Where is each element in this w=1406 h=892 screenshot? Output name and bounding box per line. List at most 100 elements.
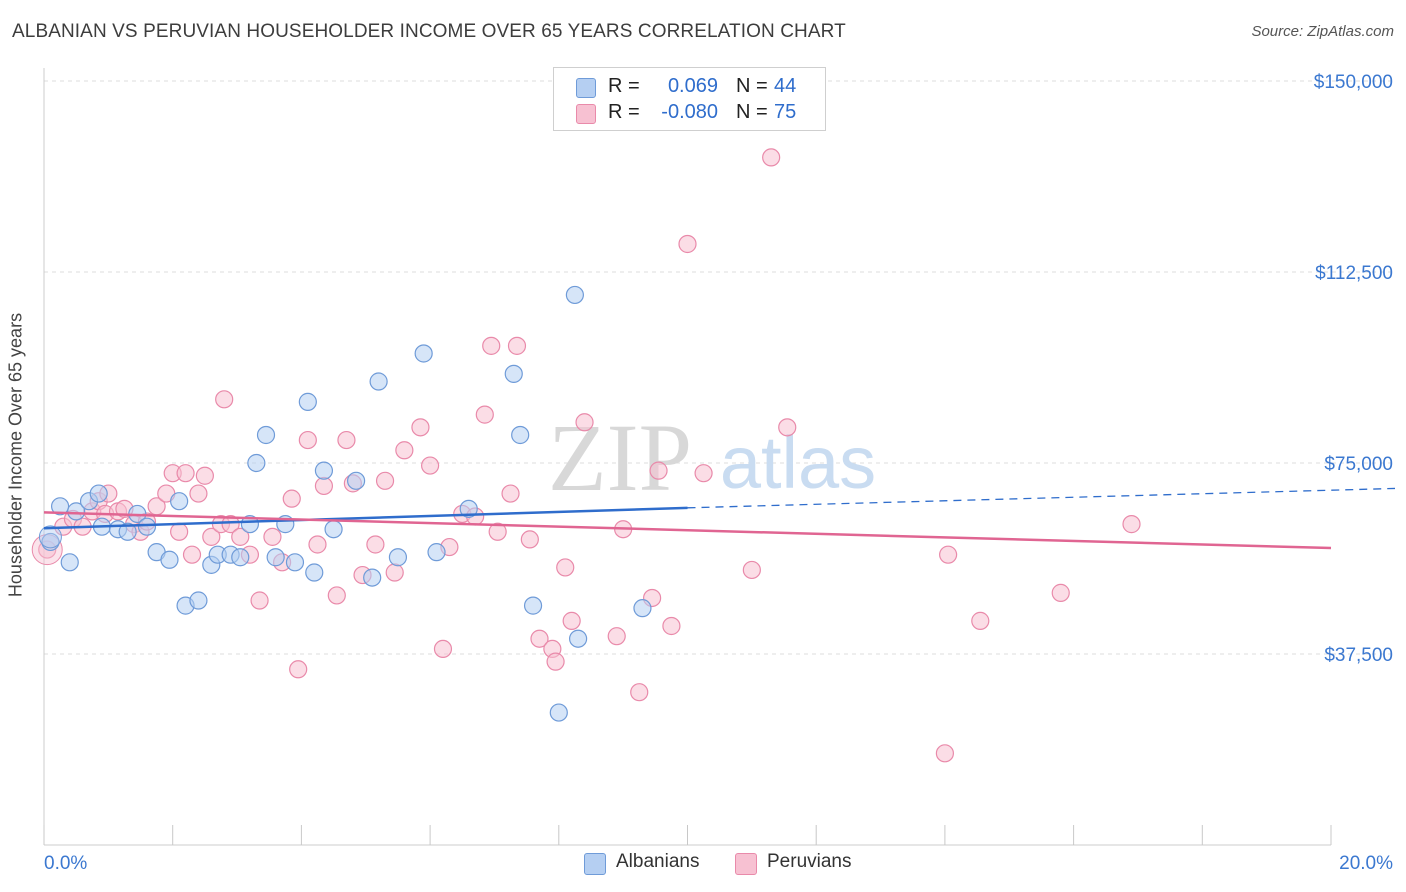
y-tick-label: $112,500 (1315, 263, 1393, 284)
peruvian-point (649, 461, 668, 480)
albanian-point (565, 285, 584, 305)
grid-lines (44, 80, 1395, 655)
albanian-point-large (38, 525, 62, 549)
peruvian-point (546, 652, 565, 671)
peruvian-point (298, 430, 317, 450)
watermark-zip: ZIP (548, 404, 692, 511)
peruvian-point (189, 484, 208, 503)
r-value: 0.069 (667, 75, 718, 97)
albanian-point (569, 629, 588, 648)
albanian-point (67, 502, 86, 521)
albanian-point (240, 515, 260, 534)
peruvian-point (778, 418, 797, 437)
peruvian-point (308, 535, 327, 554)
albanian-point (549, 703, 568, 722)
peruvian-point (327, 586, 346, 605)
watermark-atlas: atlas (720, 421, 876, 504)
albanian-point (369, 372, 388, 391)
albanian-point (118, 522, 137, 541)
albanian-point (523, 596, 543, 615)
peruvian-point (662, 616, 681, 636)
peruvian-point (507, 336, 527, 355)
peruvian-point (433, 639, 453, 659)
peruvian-point (337, 430, 356, 450)
n-label: N = (736, 75, 768, 97)
albanian-point (160, 550, 179, 569)
albanians-legend-label: Albanians (616, 851, 700, 872)
r-label: R = (608, 75, 640, 97)
peruvian-point (630, 683, 649, 702)
albanian-point (231, 548, 250, 567)
peruvian-point (971, 611, 990, 630)
peruvian-point (221, 515, 240, 534)
albanian-point (459, 499, 478, 518)
peruvian-point (1051, 583, 1070, 602)
peruvian-point (556, 558, 575, 577)
r-value: -0.080 (661, 101, 718, 123)
peruvian-point (182, 545, 202, 564)
watermark: ZIP atlas (548, 404, 876, 511)
peruvian-point (694, 464, 713, 483)
y-tick-label: $75,000 (1324, 454, 1393, 475)
peruvian-point (678, 234, 697, 254)
peruvian-point (421, 456, 440, 475)
peruvian-point (170, 522, 189, 541)
peruvian-point (488, 522, 507, 541)
albanians-legend-swatch (584, 853, 606, 875)
peruvian-point (1122, 515, 1141, 534)
peruvian-point (375, 471, 395, 490)
peruvian-point (314, 476, 334, 496)
peruvian-point (289, 660, 308, 679)
peruvian-point (935, 744, 955, 763)
tick-labels: $37,500 $75,000 $112,500 $150,000 0.0% 20.0% (44, 72, 1393, 874)
peruvian-trend-line (43, 511, 1332, 550)
albanians-swatch (576, 78, 596, 98)
albanian-point (60, 553, 79, 572)
peruvian-point (282, 489, 301, 508)
peruvian-point (366, 535, 385, 554)
peruvian-point (411, 418, 430, 437)
albanian-point (305, 563, 324, 582)
albanian-point (247, 453, 266, 473)
peruvians-legend-label: Peruvians (767, 851, 852, 872)
peruvian-point (607, 627, 626, 646)
peruvian-point (939, 545, 958, 564)
correlation-legend: R = 0.069 N = 44 R = -0.080 N = 75 (553, 67, 826, 131)
y-axis-label: Householder Income Over 65 years (5, 312, 26, 598)
peruvian-point (215, 390, 234, 409)
albanian-point (170, 492, 189, 511)
y-tick-label: $150,000 (1314, 72, 1393, 93)
peruvian-point (562, 611, 581, 630)
peruvian-point (501, 484, 520, 503)
peruvian-point (385, 563, 404, 582)
axes (43, 68, 1332, 846)
source-credit: Source: ZipAtlas.com (1251, 23, 1394, 40)
peruvian-point (202, 527, 221, 546)
peruvian-point (395, 441, 414, 460)
peruvian-point (482, 336, 501, 355)
chart-title: ALBANIAN VS PERUVIAN HOUSEHOLDER INCOME … (12, 21, 846, 42)
albanian-point (137, 517, 157, 536)
r-label: R = (608, 101, 640, 123)
albanian-point (633, 599, 652, 618)
albanian-point (256, 425, 276, 445)
peruvian-point (195, 466, 214, 485)
x-tick-label-max: 20.0% (1339, 853, 1393, 874)
albanian-point (298, 392, 317, 411)
y-tick-label: $37,500 (1324, 645, 1393, 666)
peruvian-point (575, 413, 594, 432)
albanian-point (427, 543, 446, 562)
n-value: 44 (774, 75, 797, 97)
albanian-point (363, 568, 382, 587)
peruvian-point (475, 405, 494, 424)
peruvians-points (31, 148, 1141, 763)
peruvian-point (530, 629, 549, 648)
peruvian-point (231, 527, 250, 546)
albanians-points (38, 285, 652, 722)
albanian-point (189, 591, 208, 610)
albanian-point (324, 520, 343, 539)
peruvian-point (742, 560, 761, 580)
albanian-point (511, 425, 530, 445)
albanian-point (50, 497, 70, 516)
peruvian-point (762, 148, 781, 167)
